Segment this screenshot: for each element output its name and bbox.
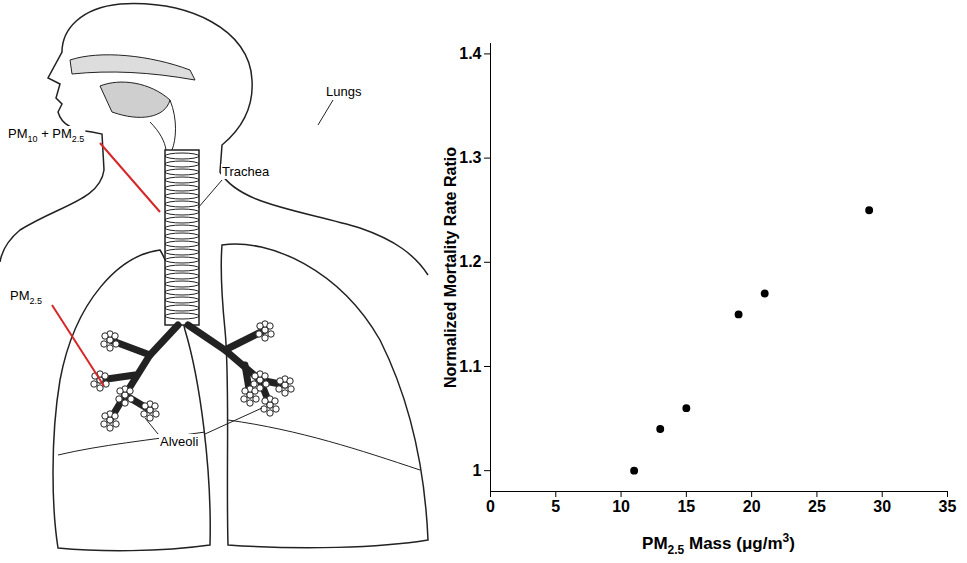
svg-text:1: 1 <box>473 462 482 479</box>
svg-text:1.4: 1.4 <box>459 45 481 62</box>
svg-text:PM2.5: PM2.5 <box>10 288 42 306</box>
svg-text:0: 0 <box>486 498 495 515</box>
svg-text:1.1: 1.1 <box>459 358 481 375</box>
svg-text:Lungs: Lungs <box>326 84 362 99</box>
svg-text:20: 20 <box>743 498 761 515</box>
svg-text:1.2: 1.2 <box>459 253 481 270</box>
svg-text:PM2.5 Mass (μg/m3): PM2.5 Mass (μg/m3) <box>642 531 795 557</box>
svg-text:Normalized Mortality Rate Rati: Normalized Mortality Rate Ratio <box>442 147 459 388</box>
svg-text:1.3: 1.3 <box>459 149 481 166</box>
svg-text:35: 35 <box>939 498 957 515</box>
svg-text:10: 10 <box>612 498 630 515</box>
svg-text:PM10 + PM2.5: PM10 + PM2.5 <box>8 126 84 144</box>
svg-text:Trachea: Trachea <box>222 164 270 179</box>
svg-text:5: 5 <box>551 498 560 515</box>
svg-text:25: 25 <box>808 498 826 515</box>
svg-text:30: 30 <box>873 498 891 515</box>
svg-text:Alveoli: Alveoli <box>160 434 198 449</box>
svg-text:15: 15 <box>677 498 695 515</box>
